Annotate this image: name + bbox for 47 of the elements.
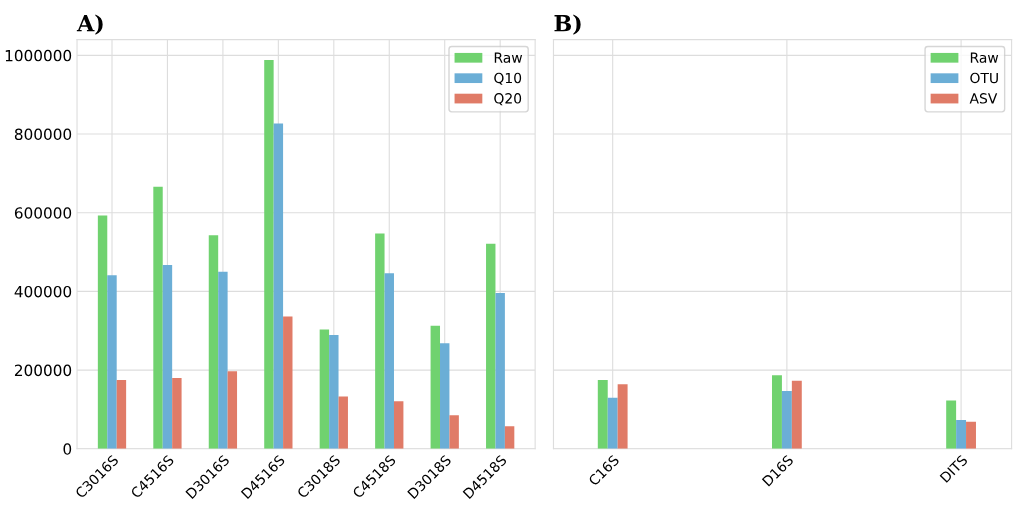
y-tick-label: 1000000 <box>5 49 72 62</box>
bar <box>791 380 802 449</box>
bar <box>153 186 163 449</box>
bar <box>449 415 459 449</box>
y-tick-label: 200000 <box>14 364 72 377</box>
bar <box>430 325 441 449</box>
bar <box>384 273 394 449</box>
bar <box>504 426 515 449</box>
bar <box>97 215 108 449</box>
bar <box>486 243 496 449</box>
legend-label: Q20 <box>494 93 522 106</box>
legend-label: ASV <box>969 93 998 104</box>
bar <box>162 265 173 449</box>
bar <box>283 316 293 449</box>
bar <box>375 233 385 449</box>
bar <box>946 400 957 449</box>
bar <box>116 379 127 449</box>
bar <box>781 390 792 449</box>
bar <box>607 397 618 449</box>
bar <box>617 384 628 449</box>
chart-title: A) <box>76 14 103 35</box>
bar <box>772 375 782 449</box>
legend-label: Raw <box>494 52 523 63</box>
bar <box>338 396 348 449</box>
bar <box>440 343 450 449</box>
legend-label: OTU <box>970 72 998 84</box>
bar <box>218 271 228 449</box>
legend-label: Q10 <box>494 72 522 85</box>
bar <box>172 377 182 449</box>
bar <box>956 420 967 449</box>
bar <box>393 401 404 449</box>
bar <box>329 335 339 449</box>
bar <box>273 123 284 449</box>
y-tick-label: 0 <box>63 443 72 455</box>
bar <box>597 379 608 449</box>
y-tick-label: 400000 <box>14 285 72 298</box>
bar <box>495 292 505 449</box>
bar <box>208 235 219 449</box>
bar <box>107 275 117 449</box>
bar <box>264 60 274 449</box>
bar <box>966 421 976 449</box>
bar <box>319 329 330 449</box>
y-tick-label: 600000 <box>14 207 72 219</box>
bar <box>227 371 238 449</box>
legend-label: Raw <box>970 52 999 63</box>
y-tick-label: 800000 <box>14 128 72 141</box>
chart-title: B) <box>554 14 581 35</box>
